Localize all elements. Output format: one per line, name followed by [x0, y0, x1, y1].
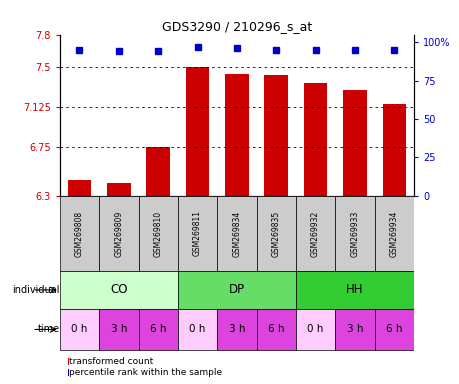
Bar [107, 183, 130, 196]
Bar [217, 309, 256, 350]
Text: 6 h: 6 h [268, 324, 284, 334]
Bar [224, 74, 248, 196]
Bar [295, 196, 335, 271]
Bar [60, 309, 99, 350]
Text: individual: individual [12, 285, 60, 295]
Bar [185, 67, 209, 196]
Bar [335, 196, 374, 271]
Text: 3 h: 3 h [346, 324, 363, 334]
Bar [138, 309, 178, 350]
Bar [335, 309, 374, 350]
Bar [374, 196, 413, 271]
Bar [99, 196, 138, 271]
Text: GSM269810: GSM269810 [153, 210, 162, 257]
Text: GSM269809: GSM269809 [114, 210, 123, 257]
Text: GSM269933: GSM269933 [350, 210, 358, 257]
Text: percentile rank within the sample: percentile rank within the sample [69, 368, 222, 377]
Text: GSM269835: GSM269835 [271, 210, 280, 257]
Bar [178, 309, 217, 350]
Text: 0 h: 0 h [307, 324, 323, 334]
Text: 0 h: 0 h [71, 324, 88, 334]
Text: GSM269934: GSM269934 [389, 210, 398, 257]
Bar [256, 196, 295, 271]
Bar [256, 309, 295, 350]
Bar [60, 196, 99, 271]
Text: 3 h: 3 h [110, 324, 127, 334]
Bar [146, 147, 170, 196]
Bar [295, 309, 335, 350]
Bar [138, 196, 178, 271]
Text: 3 h: 3 h [228, 324, 245, 334]
Bar [99, 309, 138, 350]
Text: GSM269932: GSM269932 [310, 210, 319, 257]
Text: 6 h: 6 h [150, 324, 166, 334]
Bar [178, 196, 217, 271]
Bar [342, 91, 366, 196]
Bar [60, 271, 178, 309]
Bar [374, 309, 413, 350]
Text: HH: HH [346, 283, 363, 296]
Bar [382, 104, 405, 196]
Text: GSM269808: GSM269808 [75, 210, 84, 257]
Text: GSM269811: GSM269811 [193, 210, 202, 257]
Text: DP: DP [228, 283, 245, 296]
Text: 0 h: 0 h [189, 324, 205, 334]
Bar [264, 75, 287, 196]
Text: GSM269834: GSM269834 [232, 210, 241, 257]
Text: transformed count: transformed count [69, 357, 153, 366]
Bar [178, 271, 295, 309]
Text: CO: CO [110, 283, 127, 296]
Text: 6 h: 6 h [385, 324, 402, 334]
Bar [67, 369, 69, 376]
Bar [67, 358, 69, 365]
Title: GDS3290 / 210296_s_at: GDS3290 / 210296_s_at [162, 20, 311, 33]
Bar [295, 271, 413, 309]
Bar [67, 180, 91, 196]
Bar [303, 83, 327, 196]
Bar [217, 196, 256, 271]
Text: time: time [38, 324, 60, 334]
